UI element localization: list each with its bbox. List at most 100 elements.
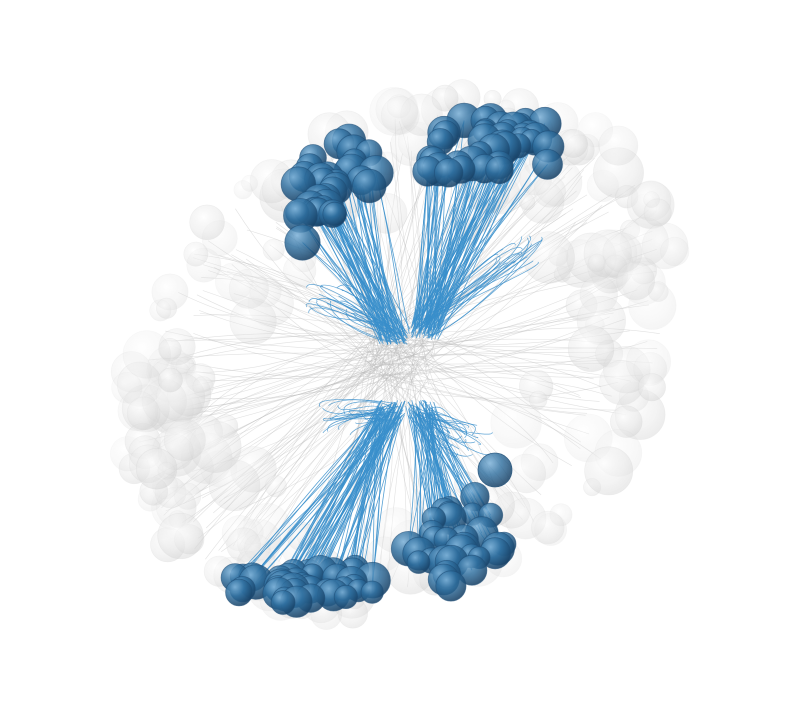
highlight-fiber	[332, 415, 388, 574]
context-fiber	[235, 249, 415, 370]
context-fiber	[414, 353, 589, 369]
highlight-sphere	[435, 570, 467, 602]
context-sphere	[156, 297, 178, 319]
highlight-fiber	[418, 411, 482, 445]
context-sphere	[531, 510, 565, 545]
context-fiber	[387, 340, 602, 387]
highlight-sphere	[406, 550, 431, 574]
context-sphere	[380, 96, 420, 135]
context-fiber	[257, 342, 369, 524]
highlight-fiber	[330, 406, 399, 421]
context-fiber	[194, 333, 368, 550]
highlight-fiber	[288, 399, 382, 579]
context-sphere	[584, 446, 634, 496]
context-fiber	[390, 141, 403, 379]
context-fiber	[378, 375, 586, 416]
highlight-fiber	[337, 405, 382, 410]
context-sphere	[522, 231, 575, 284]
context-fiber	[219, 255, 389, 348]
context-fiber	[418, 333, 580, 396]
highlight-fiber	[319, 285, 388, 337]
context-fiber	[370, 342, 627, 416]
context-sphere	[598, 125, 639, 166]
highlight-fiber	[422, 247, 523, 325]
highlight-fiber	[422, 400, 451, 427]
highlight-fiber	[423, 412, 469, 428]
context-fiber	[361, 384, 386, 571]
highlight-fiber	[308, 298, 400, 341]
context-fiber	[198, 357, 408, 381]
highlight-fiber	[335, 188, 405, 344]
highlight-fiber	[326, 302, 391, 342]
context-sphere	[490, 397, 542, 449]
highlight-fiber	[410, 404, 478, 439]
highlight-fiber	[424, 409, 463, 440]
highlight-fiber	[330, 300, 390, 343]
context-fiber	[245, 258, 392, 384]
highlight-fiber	[425, 236, 543, 337]
context-sphere	[228, 268, 269, 309]
context-fiber	[398, 204, 603, 383]
context-fiber	[205, 366, 377, 560]
highlight-fiber	[372, 411, 381, 581]
highlight-sphere	[284, 224, 321, 261]
highlight-fiber	[355, 401, 396, 418]
context-fiber	[256, 327, 431, 519]
context-sphere	[183, 241, 209, 267]
highlight-fiber	[350, 313, 405, 343]
highlight-fiber	[328, 399, 395, 412]
highlight-fiber	[345, 308, 405, 333]
highlight-fiber	[410, 409, 468, 439]
highlight-fiber	[337, 404, 391, 430]
context-fiber	[367, 365, 632, 382]
context-fiber	[366, 194, 627, 378]
highlight-fiber	[426, 240, 543, 338]
context-sphere	[262, 238, 285, 261]
highlight-fiber	[352, 408, 385, 572]
highlight-fiber	[366, 413, 386, 440]
context-fiber	[187, 376, 410, 410]
context-fiber	[274, 340, 427, 539]
context-fiber	[235, 208, 372, 354]
context-fiber	[238, 380, 429, 510]
highlight-fiber	[336, 403, 397, 579]
context-fiber	[428, 335, 581, 443]
highlight-fiber	[320, 410, 394, 574]
highlight-fiber	[425, 262, 508, 331]
context-sphere	[518, 193, 536, 211]
context-sphere	[241, 174, 259, 192]
context-fiber	[198, 310, 395, 344]
context-sphere	[533, 175, 566, 208]
highlight-fiber	[328, 413, 391, 420]
highlight-sphere	[360, 580, 384, 604]
highlight-fiber	[425, 406, 458, 457]
context-fiber	[184, 334, 384, 357]
context-fiber	[191, 381, 368, 400]
highlight-sphere	[225, 578, 253, 607]
context-fiber	[195, 346, 368, 421]
context-fiber	[196, 294, 380, 349]
highlight-fiber	[242, 406, 385, 577]
context-fiber	[376, 370, 619, 411]
highlight-sphere	[532, 148, 563, 180]
context-fiber	[407, 350, 581, 449]
highlight-sphere	[434, 158, 464, 188]
highlight-fiber	[419, 238, 543, 326]
context-fiber	[198, 370, 413, 539]
highlight-fiber	[416, 413, 476, 436]
context-sphere	[157, 512, 204, 560]
highlight-sphere	[333, 584, 358, 610]
context-fiber	[165, 330, 416, 366]
context-sphere	[567, 325, 615, 372]
highlight-fiber	[255, 418, 384, 583]
highlight-fiber	[418, 406, 473, 457]
highlight-sphere	[322, 201, 347, 227]
context-sphere	[506, 453, 547, 494]
context-sphere	[157, 367, 183, 393]
highlight-fiber	[417, 243, 539, 330]
context-sphere	[192, 376, 214, 398]
context-fiber	[200, 354, 403, 413]
context-fiber	[395, 348, 600, 402]
context-sphere	[117, 390, 159, 432]
